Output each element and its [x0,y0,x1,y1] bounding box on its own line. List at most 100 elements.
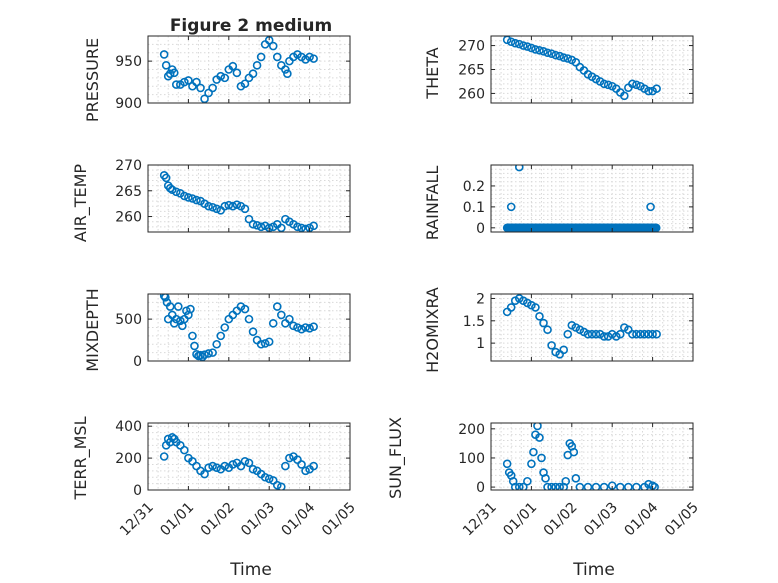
data-point [535,46,544,55]
data-point [281,65,290,74]
data-point [519,482,528,490]
data-point [535,312,544,321]
ytick-label: 1.5 [463,314,485,330]
data-point [599,482,609,490]
panel-air-temp: AIR_TEMP 260 265 270 [71,158,351,242]
ytick-label: 270 [458,39,485,55]
data-point [212,463,221,472]
data-point [547,482,556,490]
data-point [537,453,546,463]
data-point [523,476,532,486]
data-point [176,316,185,326]
data-point [547,341,556,350]
data-point [559,53,569,62]
data-point [268,41,278,51]
data-point [628,79,637,89]
data-point [632,482,641,490]
ytick-label: 0 [476,221,485,237]
data-point [171,80,181,89]
xtick-label: 01/03 [238,500,278,540]
data-point [184,76,193,85]
data-point [620,91,629,101]
data-point [200,350,209,360]
data-point [648,329,657,339]
data-point [165,183,175,193]
data-point [277,482,286,490]
xtick-label: 01/03 [581,500,621,540]
data-point [309,54,318,63]
data-point [240,456,250,466]
ytick-label: 270 [115,158,142,174]
data-point [228,460,238,469]
axes-box [147,422,351,491]
data-point [293,323,302,332]
xlabel-right: Time [572,560,615,580]
data-point [180,77,189,87]
data-point [551,482,560,490]
data-point [527,43,536,53]
data-point [277,223,286,232]
markers [502,423,659,490]
data-point [204,349,213,358]
data-point [571,474,581,483]
data-point [268,319,278,328]
axes-box [147,293,351,362]
xtick-label: 01/05 [319,500,359,540]
data-point [165,69,175,78]
data-point [208,348,217,357]
data-point [640,329,649,339]
data-point [272,302,282,311]
data-point [171,314,181,324]
data-point [260,472,270,482]
data-point [301,323,310,332]
ytick-label: 0.1 [463,200,485,216]
data-point [272,480,282,490]
data-point [555,51,564,61]
data-point [514,482,524,490]
data-point [180,445,189,455]
markers [502,36,661,101]
panel-rainfall: RAINFALL 0 0.1 0.2 [423,164,694,240]
data-point [309,322,318,331]
data-point [161,173,171,183]
data-point [603,80,613,90]
ytick-label: 260 [458,86,485,102]
data-point [551,50,560,60]
data-point [228,201,238,211]
ytick-label: 0 [133,483,142,499]
data-point [646,202,655,212]
xtick-label: 01/01 [500,500,540,540]
ytick-label: 1 [476,336,485,352]
data-point [212,204,221,214]
ylabel-pressure: PRESSURE [83,38,102,122]
xtick-label: 12/31 [117,500,157,540]
ylabel-theta: THETA [423,47,442,99]
data-point [216,71,226,81]
data-point [186,304,195,314]
data-point [591,482,601,490]
data-point [184,193,193,202]
ytick-label: 0 [476,480,485,496]
data-point [615,329,625,339]
data-point [161,61,171,70]
data-point [264,474,274,484]
ytick-label: 260 [115,210,142,226]
data-point [543,482,552,490]
data-point [587,329,597,339]
ytick-label: 200 [458,422,485,438]
data-point [591,329,601,339]
data-point [272,52,282,62]
data-point [244,214,254,224]
panel-pressure: Figure 2 medium PRESSURE 900 950 [83,16,351,122]
data-point [652,84,661,93]
ytick-label: 500 [115,312,142,328]
ytick-label: 950 [115,54,142,70]
data-point [240,79,250,89]
data-point [297,324,306,334]
data-point [260,339,270,348]
data-point [208,83,217,93]
markers [159,294,318,361]
data-point [190,341,199,351]
data-point [180,191,189,201]
